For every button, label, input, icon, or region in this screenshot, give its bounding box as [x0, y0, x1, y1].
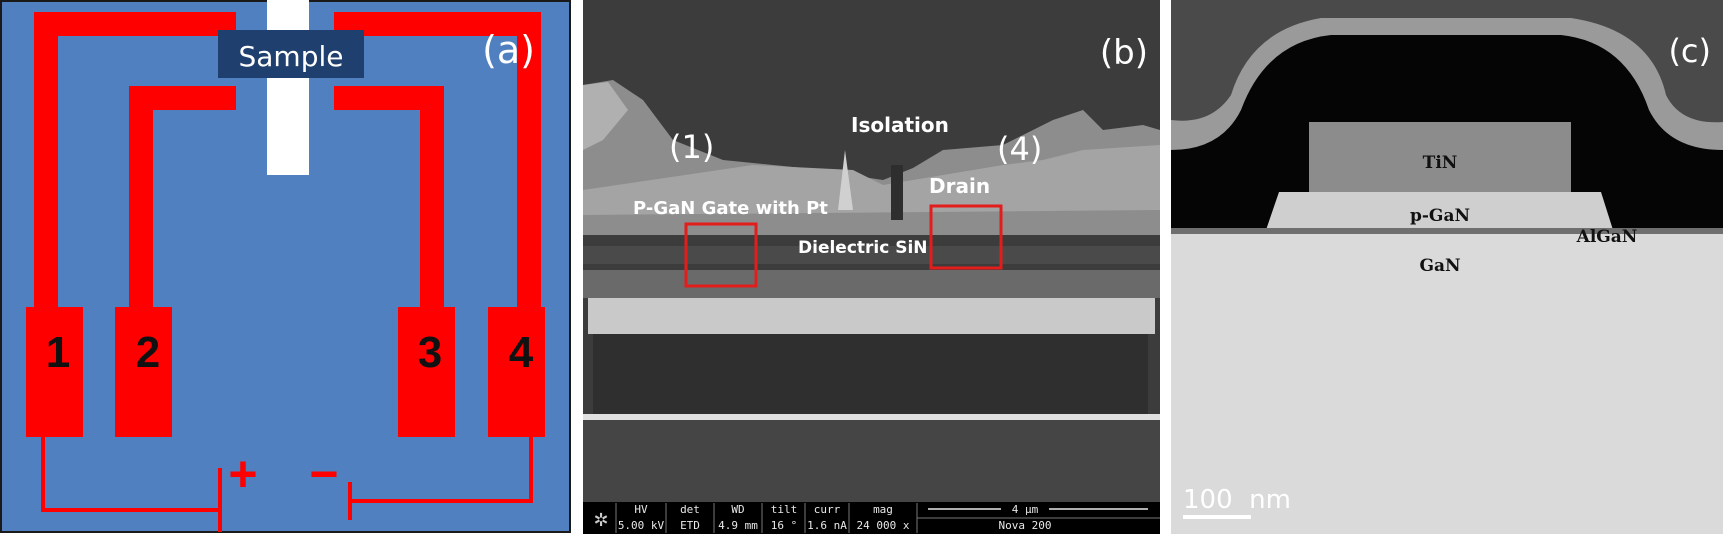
dark-substrate [593, 334, 1148, 414]
buffer-layer [583, 270, 1160, 298]
tin-label: TiN [1423, 153, 1458, 173]
info-value-mag: 24 000 x [857, 519, 910, 532]
panel-b-sem-image: (b) (1) (4) Isolation Drain P-GaN Gate w… [583, 0, 1160, 534]
contact-number-4: 4 [509, 328, 534, 377]
info-header-tilt: tilt [771, 503, 798, 516]
contact-pad-3 [398, 307, 455, 437]
dielectric-label: Dielectric SiN [798, 238, 928, 258]
info-header-curr: curr [814, 503, 841, 516]
panel-a-schematic: Sample (a) 1 2 3 4 + − [0, 0, 572, 534]
contact-pad-4 [488, 307, 545, 437]
isolation-spike [838, 150, 853, 210]
bottom-edge-line [583, 414, 1160, 420]
marker-1: (1) [669, 128, 714, 166]
trace-contact-3 [334, 86, 444, 308]
sample-strip [267, 0, 309, 175]
plus-sign: + [228, 446, 257, 502]
trace-contact-2 [129, 86, 236, 308]
tin-layer [1309, 122, 1571, 194]
device-band [583, 246, 1160, 264]
info-value-hv: 5.00 kV [618, 519, 665, 532]
info-value-tilt: 16 ° [771, 519, 798, 532]
info-value-wd: 4.9 mm [718, 519, 758, 532]
panel-a-label: (a) [482, 28, 535, 72]
panel-b-label: (b) [1100, 33, 1148, 73]
info-header-mag: mag [873, 503, 893, 516]
lower-substrate [583, 420, 1160, 502]
drain-label: Drain [929, 174, 990, 198]
pgan-layer [1266, 192, 1613, 230]
algan-layer [1171, 228, 1723, 234]
sample-label: Sample [239, 40, 344, 73]
trace-contact-1 [34, 12, 236, 308]
algan-label: AlGaN [1576, 227, 1638, 247]
highlight-box-gate [684, 222, 758, 288]
scale-bar-label: 100 nm [1183, 485, 1291, 515]
contact-number-2: 2 [136, 328, 160, 377]
trace-contact-4 [334, 12, 541, 308]
bright-band [588, 298, 1155, 334]
info-instrument: Nova 200 [999, 519, 1052, 532]
panel-c-tem-image: (c) TiN p-GaN AlGaN GaN 100 nm [1171, 0, 1723, 534]
gate-label: P-GaN Gate with Pt [633, 198, 828, 219]
info-scale: 4 μm [1012, 503, 1039, 516]
sample-label-box [218, 30, 364, 78]
highlight-box-drain [929, 204, 1003, 270]
device-layer [583, 145, 1160, 215]
contact-number-3: 3 [418, 328, 442, 377]
panel-c-label: (c) [1668, 32, 1711, 70]
marker-4: (4) [997, 130, 1042, 168]
fei-logo-icon: ✲ [593, 510, 608, 530]
contact-pad-1 [26, 307, 83, 437]
circuit-wire-left [41, 437, 220, 512]
isolation-trench [891, 165, 903, 220]
scale-bar [1183, 515, 1251, 519]
info-value-det: ETD [680, 519, 700, 532]
info-header-wd: WD [731, 503, 744, 516]
contact-number-1: 1 [46, 328, 70, 377]
info-header-hv: HV [634, 503, 648, 516]
info-header-det: det [680, 503, 700, 516]
circuit-wire-right [350, 437, 533, 503]
minus-sign: − [309, 446, 338, 502]
pgan-label: p-GaN [1410, 206, 1470, 226]
isolation-label: Isolation [851, 113, 949, 137]
left-debris [583, 82, 628, 150]
info-value-curr: 1.6 nA [807, 519, 847, 532]
gan-label: GaN [1419, 256, 1460, 276]
contact-pad-2 [115, 307, 172, 437]
